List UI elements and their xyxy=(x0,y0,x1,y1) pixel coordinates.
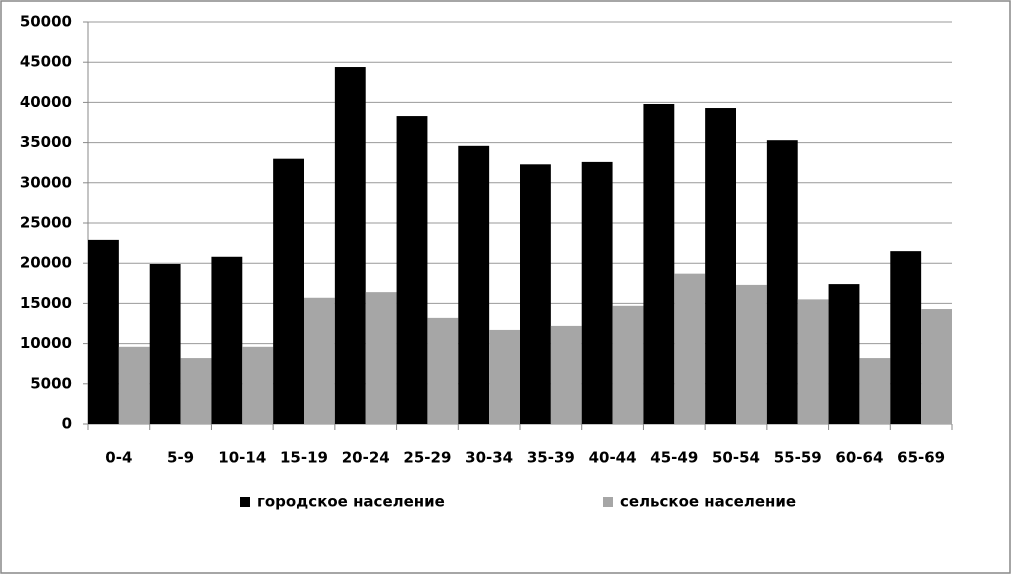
y-tick-label: 15000 xyxy=(20,294,72,312)
x-tick-label: 65-69 xyxy=(897,449,945,467)
x-tick-label: 35-39 xyxy=(527,449,575,467)
y-tick-label: 20000 xyxy=(20,254,72,272)
bar xyxy=(643,104,675,425)
bar xyxy=(766,140,798,425)
bar xyxy=(797,299,829,424)
bar xyxy=(581,161,613,424)
x-tick-label: 30-34 xyxy=(465,449,513,467)
bar xyxy=(334,67,366,425)
y-tick-label: 35000 xyxy=(20,133,72,151)
bar xyxy=(550,325,582,424)
bar xyxy=(736,284,767,424)
bar xyxy=(396,116,428,425)
y-tick-label: 10000 xyxy=(20,334,72,352)
bar xyxy=(489,329,520,424)
bar xyxy=(149,264,181,424)
x-tick-label: 25-29 xyxy=(403,449,451,467)
bar xyxy=(180,358,212,424)
bar xyxy=(427,317,459,424)
y-tick-label: 40000 xyxy=(20,93,72,111)
y-tick-label: 50000 xyxy=(20,13,72,31)
bar xyxy=(365,292,397,424)
x-tick-label: 60-64 xyxy=(835,449,883,467)
y-tick-label: 0 xyxy=(62,415,72,433)
x-tick-label: 5-9 xyxy=(167,449,194,467)
bar xyxy=(705,108,736,424)
bar xyxy=(921,309,952,424)
x-tick-label: 15-19 xyxy=(280,449,328,467)
bar xyxy=(612,305,644,424)
legend-swatch xyxy=(240,497,250,507)
legend-label: сельское население xyxy=(620,493,796,511)
x-tick-label: 50-54 xyxy=(712,449,760,467)
y-tick-label: 25000 xyxy=(20,214,72,232)
bar xyxy=(828,284,860,424)
legend-swatch xyxy=(603,497,613,507)
legend-label: городское население xyxy=(257,493,445,511)
bar xyxy=(520,164,551,425)
bar xyxy=(211,256,243,424)
x-tick-label: 0-4 xyxy=(105,449,132,467)
x-tick-label: 55-59 xyxy=(774,449,822,467)
bar xyxy=(890,251,922,424)
bar xyxy=(304,297,335,424)
x-tick-label: 40-44 xyxy=(589,449,637,467)
bar xyxy=(859,358,891,424)
y-tick-label: 30000 xyxy=(20,173,72,191)
x-tick-label: 20-24 xyxy=(342,449,390,467)
y-tick-label: 5000 xyxy=(30,374,72,392)
bar xyxy=(458,145,490,425)
x-tick-label: 45-49 xyxy=(650,449,698,467)
bar xyxy=(273,158,304,424)
y-tick-label: 45000 xyxy=(20,53,72,71)
bar xyxy=(242,346,274,424)
bar xyxy=(88,239,119,424)
bar xyxy=(674,273,706,424)
bar xyxy=(118,346,150,424)
x-tick-label: 10-14 xyxy=(218,449,266,467)
